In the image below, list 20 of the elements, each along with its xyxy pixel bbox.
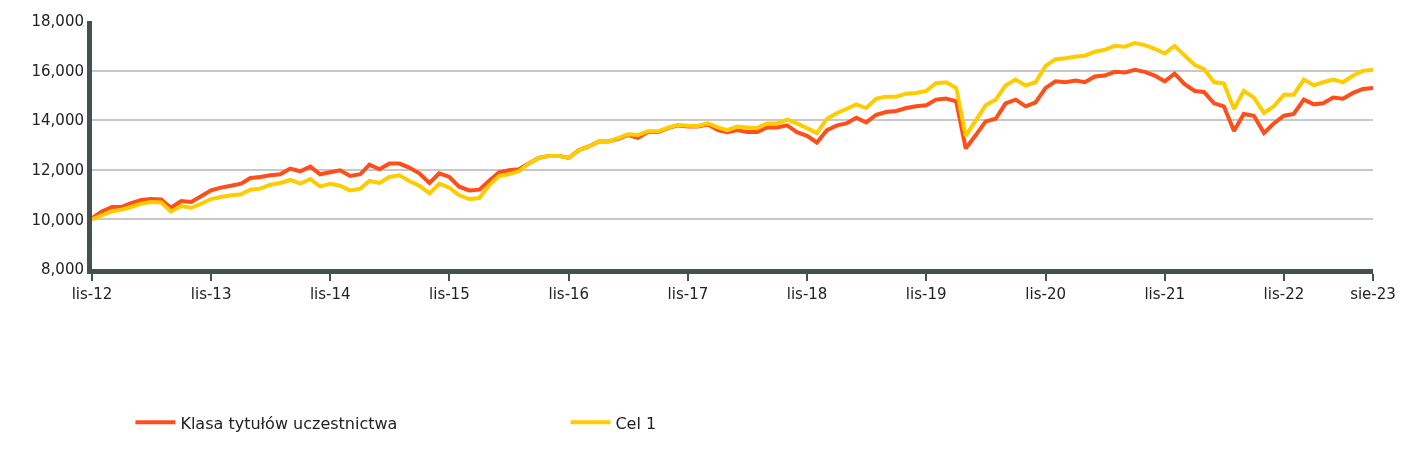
x-tick-label: lis-16 bbox=[548, 285, 590, 303]
y-tick-label: 16,000 bbox=[31, 61, 84, 80]
legend-label: Klasa tytułów uczestnictwa bbox=[180, 413, 398, 433]
x-tick-label: sie-23 bbox=[1350, 285, 1396, 303]
x-tick-label: lis-15 bbox=[429, 285, 470, 303]
y-tick-label: 12,000 bbox=[31, 161, 84, 180]
x-tick-label: lis-12 bbox=[71, 285, 113, 303]
x-tick-label: lis-20 bbox=[1025, 285, 1066, 303]
x-tick-label: lis-21 bbox=[1144, 285, 1186, 303]
legend-label: Cel 1 bbox=[615, 413, 657, 433]
y-tick-label: 14,000 bbox=[31, 111, 84, 130]
x-tick-label: lis-22 bbox=[1263, 285, 1305, 303]
x-tick-label: lis-18 bbox=[786, 285, 828, 303]
y-tick-label: 18,000 bbox=[31, 12, 84, 31]
x-tick-label: lis-13 bbox=[190, 285, 232, 303]
x-tick-label: lis-14 bbox=[309, 285, 351, 303]
y-tick-label: 8,000 bbox=[41, 260, 84, 279]
x-tick-label: lis-19 bbox=[905, 285, 947, 303]
y-tick-label: 10,000 bbox=[31, 210, 84, 229]
x-tick-label: lis-17 bbox=[667, 285, 709, 303]
